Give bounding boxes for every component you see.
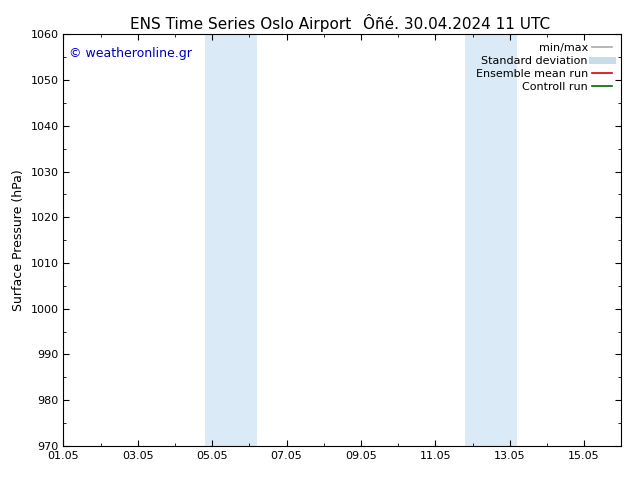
- Text: Ôñé. 30.04.2024 11 UTC: Ôñé. 30.04.2024 11 UTC: [363, 17, 550, 32]
- Bar: [465, 34, 517, 446]
- Text: © weatheronline.gr: © weatheronline.gr: [69, 47, 192, 60]
- Legend: min/max, Standard deviation, Ensemble mean run, Controll run: min/max, Standard deviation, Ensemble me…: [472, 40, 616, 95]
- Bar: [205, 34, 257, 446]
- Text: ENS Time Series Oslo Airport: ENS Time Series Oslo Airport: [131, 17, 351, 32]
- Y-axis label: Surface Pressure (hPa): Surface Pressure (hPa): [12, 169, 25, 311]
